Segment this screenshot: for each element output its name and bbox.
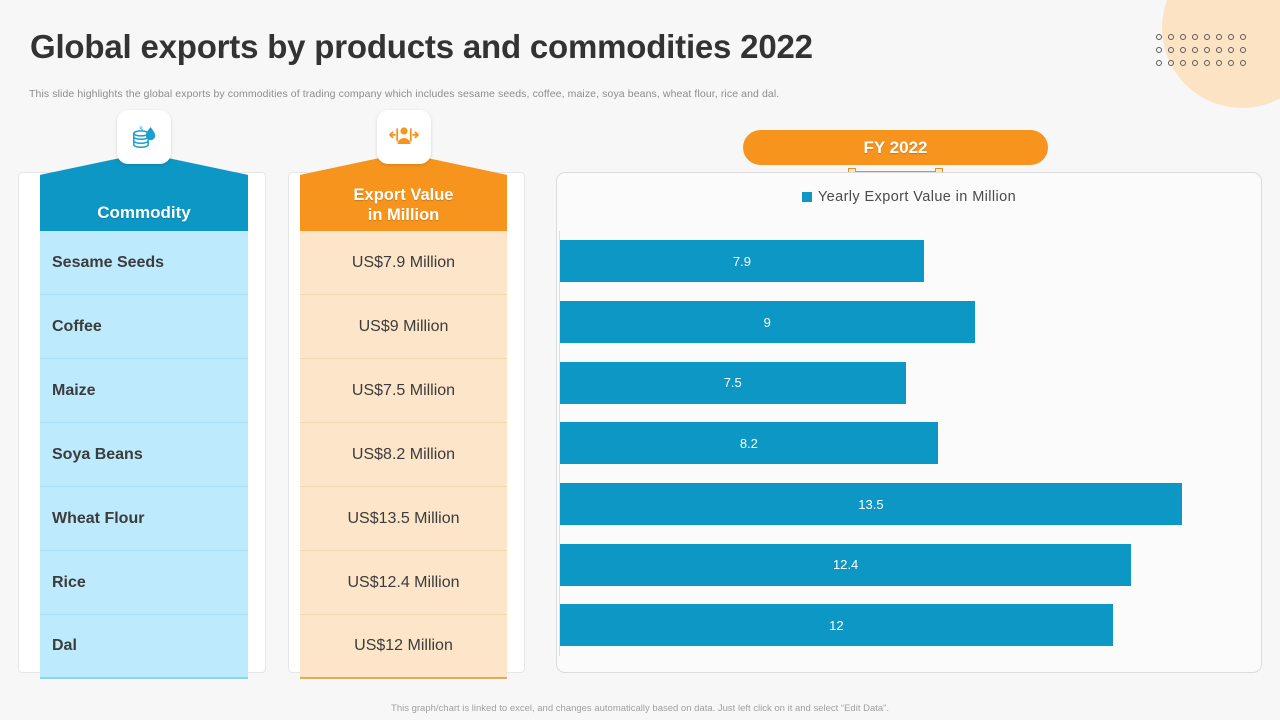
chart-bar-row: 7.5 [560, 352, 1251, 413]
export-person-arrows-icon [376, 110, 431, 164]
chart-bar-row: 13.5 [560, 474, 1251, 535]
table-row: US$7.9 Million [300, 231, 507, 295]
export-value: US$13.5 Million [347, 509, 460, 527]
chart-bar-value-label: 8.2 [739, 435, 758, 451]
commodity-header-label: Commodity [97, 203, 191, 222]
coin-stack-drop-icon: $ [117, 110, 171, 164]
table-row: US$7.5 Million [300, 359, 507, 423]
chart-plot-area: 7.9 9 7.5 8.2 13.5 12.4 12 [559, 231, 1251, 656]
chart-bar[interactable]: 12 [560, 604, 1113, 647]
table-row: Dal [40, 615, 248, 679]
table-row: US$9 Million [300, 295, 507, 359]
page-title: Global exports by products and commoditi… [30, 28, 813, 65]
commodity-name: Dal [52, 637, 77, 654]
chart-bar-value-label: 12 [829, 617, 844, 633]
chart-bar-value-label: 13.5 [858, 496, 884, 512]
chart-bar[interactable]: 9 [560, 301, 975, 344]
svg-text:$: $ [139, 127, 143, 133]
export-header-label-line1: Export Value [353, 186, 454, 204]
export-value: US$12.4 Million [347, 573, 460, 591]
chart-panel[interactable]: Yearly Export Value in Million 7.9 9 7.5 8.… [556, 172, 1262, 673]
table-row: Rice [40, 551, 248, 615]
commodity-name: Coffee [52, 317, 102, 335]
chart-bar-row: 12 [560, 595, 1251, 656]
export-value: US$9 Million [358, 317, 449, 335]
export-column-header: Export Value in Million [300, 153, 507, 231]
chart-bar[interactable]: 8.2 [560, 422, 938, 465]
chart-bar-row: 8.2 [560, 413, 1251, 474]
chart-legend: Yearly Export Value in Million [557, 189, 1261, 205]
export-value: US$7.5 Million [351, 381, 456, 399]
table-row: Sesame Seeds [40, 231, 248, 295]
export-value-column: Export Value in Million US$7.9 Million U… [300, 110, 507, 679]
export-value: US$12 Million [354, 637, 453, 654]
chart-bar-value-label: 9 [763, 314, 771, 330]
chart-bar-value-label: 12.4 [832, 557, 859, 573]
chart-bar-value-label: 7.5 [723, 375, 742, 391]
export-value: US$8.2 Million [351, 445, 456, 463]
table-row: US$8.2 Million [300, 423, 507, 487]
table-row: US$13.5 Million [300, 487, 507, 551]
chart-bar-row: 9 [560, 292, 1251, 353]
legend-swatch-icon [801, 192, 812, 202]
table-row: Maize [40, 359, 248, 423]
commodity-name: Maize [52, 381, 96, 399]
table-row: US$12.4 Million [300, 551, 507, 615]
export-header-label-line2: in Million [367, 206, 440, 224]
chart-bar[interactable]: 12.4 [560, 543, 1132, 586]
decorative-dot-grid [1156, 34, 1252, 73]
chart-bar[interactable]: 7.5 [560, 361, 906, 404]
legend-label: Yearly Export Value in Million [817, 189, 1017, 205]
table-row: US$12 Million [300, 615, 507, 679]
table-row: Soya Beans [40, 423, 248, 487]
table-row: Coffee [40, 295, 248, 359]
page-subtitle: This slide highlights the global exports… [29, 88, 780, 100]
footer-note: This graph/chart is linked to excel, and… [391, 703, 889, 714]
chart-bar-row: 12.4 [560, 534, 1251, 595]
commodity-name: Sesame Seeds [52, 253, 165, 271]
export-value: US$7.9 Million [351, 253, 456, 271]
commodity-name: Wheat Flour [52, 509, 145, 527]
chart-bar-row: 7.9 [560, 231, 1251, 292]
chart-bar-value-label: 7.9 [732, 253, 751, 269]
commodity-column-header: Commodity [40, 153, 248, 231]
fy-2022-badge[interactable]: FY 2022 [743, 130, 1048, 165]
commodity-name: Rice [52, 573, 86, 591]
chart-bar[interactable]: 7.9 [560, 240, 924, 283]
commodity-column: Commodity $ Sesame Seeds Coffee Maize So… [40, 110, 248, 679]
chart-bar[interactable]: 13.5 [560, 483, 1182, 526]
commodity-name: Soya Beans [52, 445, 143, 463]
table-row: Wheat Flour [40, 487, 248, 551]
